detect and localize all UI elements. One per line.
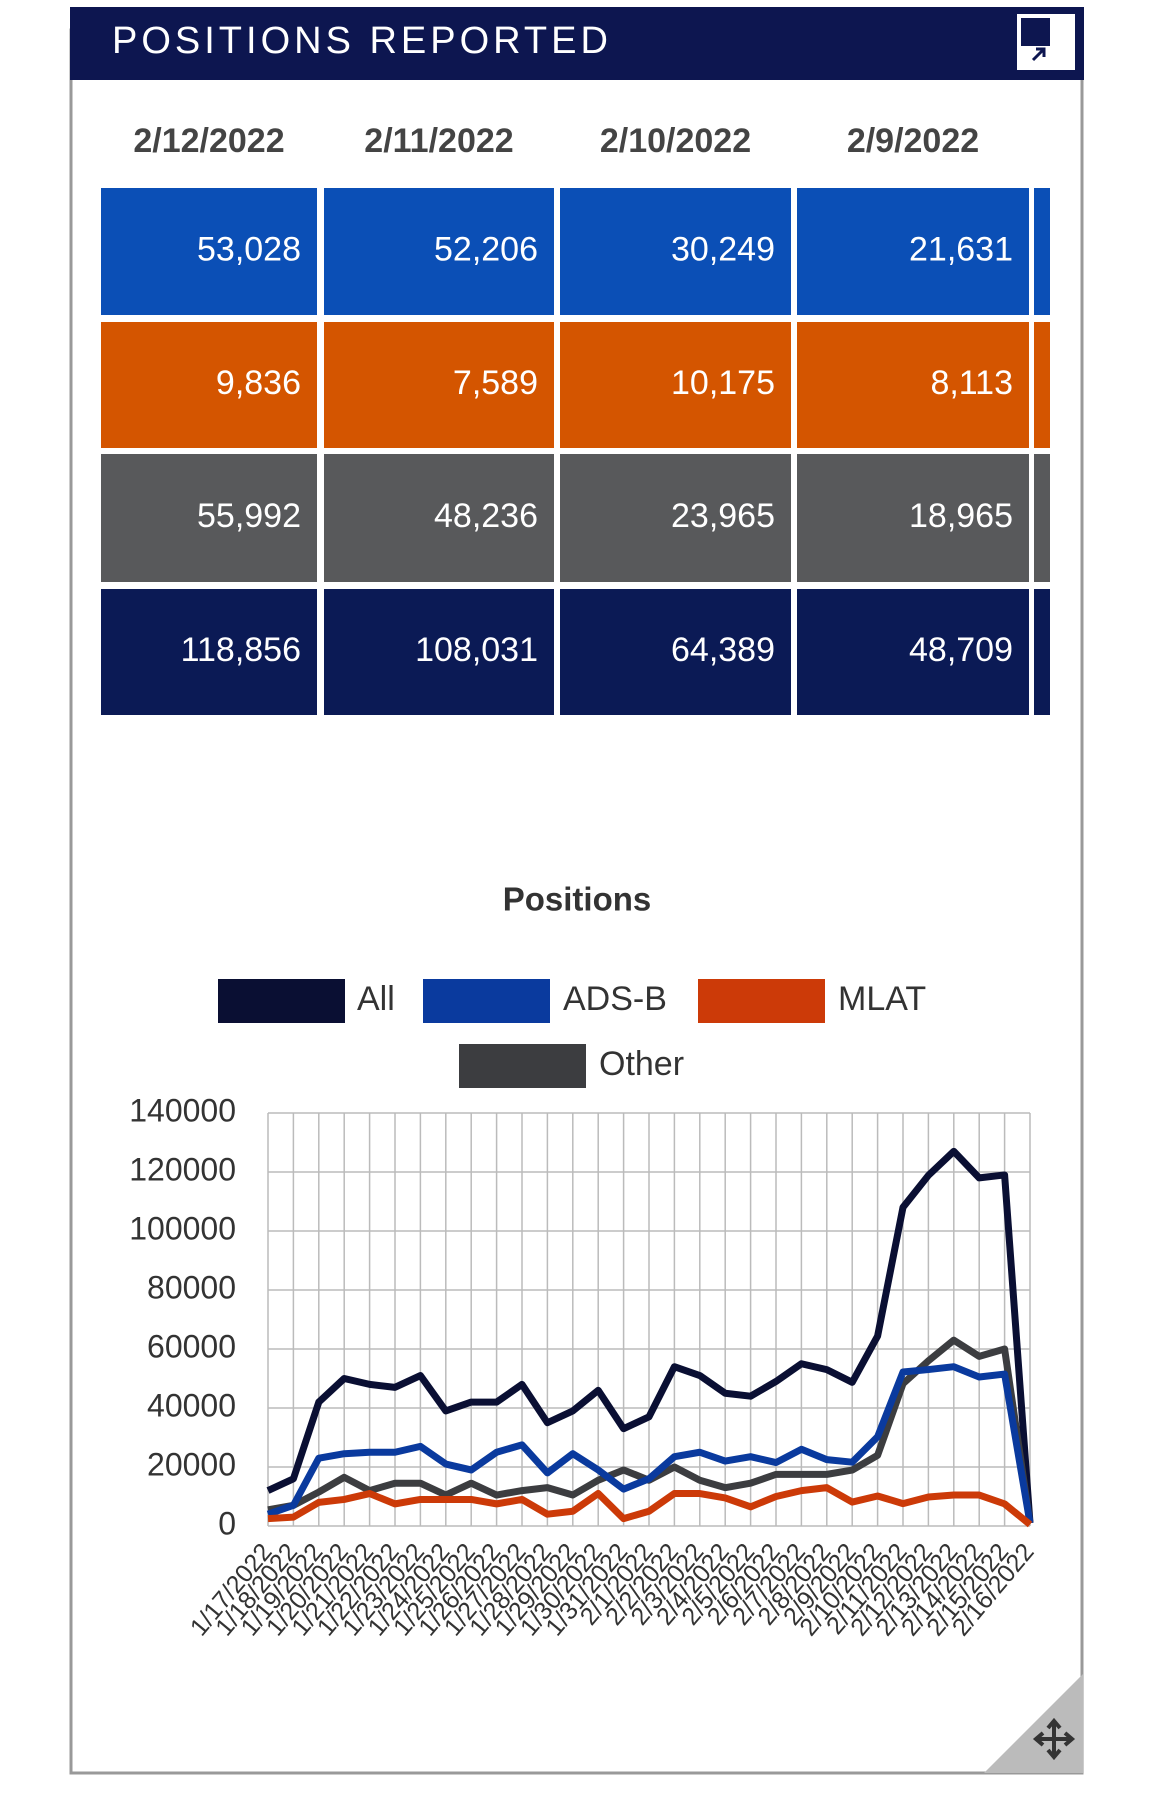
legend-label: MLAT bbox=[838, 980, 926, 1018]
y-tick-label: 0 bbox=[218, 1505, 236, 1541]
legend-swatch bbox=[698, 979, 825, 1023]
column-header: 2/12/2022 bbox=[133, 122, 284, 160]
table-cell bbox=[101, 589, 317, 715]
y-tick-label: 60000 bbox=[147, 1328, 236, 1364]
column-header: 2/9/2022 bbox=[847, 122, 979, 160]
panel bbox=[69, 28, 1084, 1775]
move-icon[interactable] bbox=[1032, 1717, 1076, 1761]
table-cell bbox=[101, 322, 317, 448]
cell-value: 118,856 bbox=[181, 631, 301, 669]
cell-value: 55,992 bbox=[197, 497, 301, 535]
table-cell bbox=[560, 188, 791, 315]
cell-value: 10,175 bbox=[671, 364, 775, 402]
partial-cell bbox=[1034, 322, 1050, 448]
expand-inner bbox=[1021, 18, 1050, 46]
header-title: POSITIONS REPORTED bbox=[112, 20, 612, 62]
cell-value: 64,389 bbox=[671, 631, 775, 669]
y-tick-label: 120000 bbox=[129, 1151, 236, 1187]
table-cell bbox=[324, 322, 554, 448]
column-header: 2/10/2022 bbox=[600, 122, 751, 160]
y-tick-label: 100000 bbox=[129, 1210, 236, 1246]
table-cell bbox=[797, 322, 1029, 448]
table-cell bbox=[324, 589, 554, 715]
resize-corner[interactable] bbox=[984, 1674, 1083, 1773]
table-cell bbox=[560, 454, 791, 582]
column-header: 2/11/2022 bbox=[364, 122, 513, 160]
y-tick-label: 20000 bbox=[147, 1446, 236, 1482]
cell-value: 21,631 bbox=[909, 230, 1013, 268]
partial-cell bbox=[1034, 589, 1050, 715]
series-line bbox=[266, 1147, 1034, 1524]
legend-swatch bbox=[218, 979, 345, 1023]
series-line bbox=[267, 1484, 1033, 1528]
legend-swatch bbox=[423, 979, 550, 1023]
legend-label: All bbox=[357, 980, 395, 1018]
cell-value: 23,965 bbox=[671, 497, 775, 535]
cell-value: 52,206 bbox=[434, 230, 538, 268]
cell-value: 48,236 bbox=[434, 497, 538, 535]
legend-swatch bbox=[459, 1044, 586, 1088]
cell-value: 53,028 bbox=[197, 230, 301, 268]
cell-value: 7,589 bbox=[453, 364, 538, 402]
expand-arrow bbox=[1031, 47, 1046, 62]
series-line bbox=[266, 1363, 1034, 1524]
legend-label: ADS-B bbox=[563, 980, 667, 1018]
partial-cell bbox=[1034, 454, 1050, 582]
cell-value: 48,709 bbox=[909, 631, 1013, 669]
table-cell bbox=[324, 454, 554, 582]
cell-value: 8,113 bbox=[930, 364, 1013, 402]
expand-button[interactable] bbox=[1017, 14, 1075, 70]
table-cell bbox=[797, 589, 1029, 715]
table-cell bbox=[101, 454, 317, 582]
partial-cell bbox=[1034, 188, 1050, 315]
table-cell bbox=[324, 188, 554, 315]
legend-label: Other bbox=[599, 1045, 684, 1083]
table-cell bbox=[797, 188, 1029, 315]
table-cell bbox=[560, 589, 791, 715]
table-cell bbox=[560, 322, 791, 448]
chart-title: Positions bbox=[503, 881, 652, 918]
table-cell bbox=[101, 188, 317, 315]
table-cell bbox=[797, 454, 1029, 582]
y-tick-label: 140000 bbox=[129, 1092, 236, 1128]
y-tick-label: 40000 bbox=[147, 1387, 236, 1423]
header-bar bbox=[70, 7, 1084, 80]
y-tick-label: 80000 bbox=[147, 1269, 236, 1305]
cell-value: 9,836 bbox=[216, 364, 301, 402]
cell-value: 30,249 bbox=[671, 230, 775, 268]
cell-value: 18,965 bbox=[909, 497, 1013, 535]
cell-value: 108,031 bbox=[415, 631, 538, 669]
